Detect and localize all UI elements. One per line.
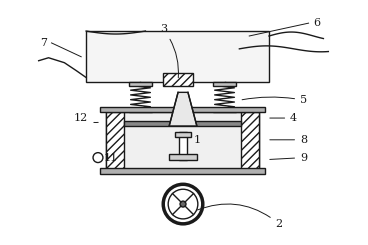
Text: 6: 6 (313, 18, 320, 28)
Bar (213, 108, 236, 112)
Text: 2: 2 (198, 204, 283, 229)
Bar (178, 112, 188, 120)
Circle shape (168, 189, 198, 219)
Text: 9: 9 (270, 153, 307, 163)
Text: 4: 4 (270, 113, 297, 123)
Text: 12: 12 (74, 113, 98, 123)
Bar (163, 73, 193, 86)
Text: 3: 3 (160, 24, 178, 78)
Text: 1: 1 (193, 135, 201, 145)
Text: 5: 5 (242, 95, 307, 105)
Text: 8: 8 (270, 135, 307, 145)
Bar (106, 112, 124, 170)
Polygon shape (169, 92, 197, 126)
Bar (175, 132, 191, 137)
Bar (129, 108, 152, 112)
Bar (179, 132, 187, 159)
Bar (241, 112, 259, 170)
Bar (106, 112, 259, 170)
Bar (213, 83, 236, 86)
Bar (129, 83, 152, 86)
Circle shape (163, 184, 203, 224)
Bar (100, 107, 265, 112)
Circle shape (180, 201, 186, 207)
Text: 11: 11 (104, 153, 118, 163)
Bar (169, 154, 197, 159)
Circle shape (93, 153, 103, 162)
Bar (124, 121, 241, 126)
Bar (86, 31, 269, 83)
Bar (100, 169, 265, 174)
Text: 7: 7 (40, 38, 47, 48)
